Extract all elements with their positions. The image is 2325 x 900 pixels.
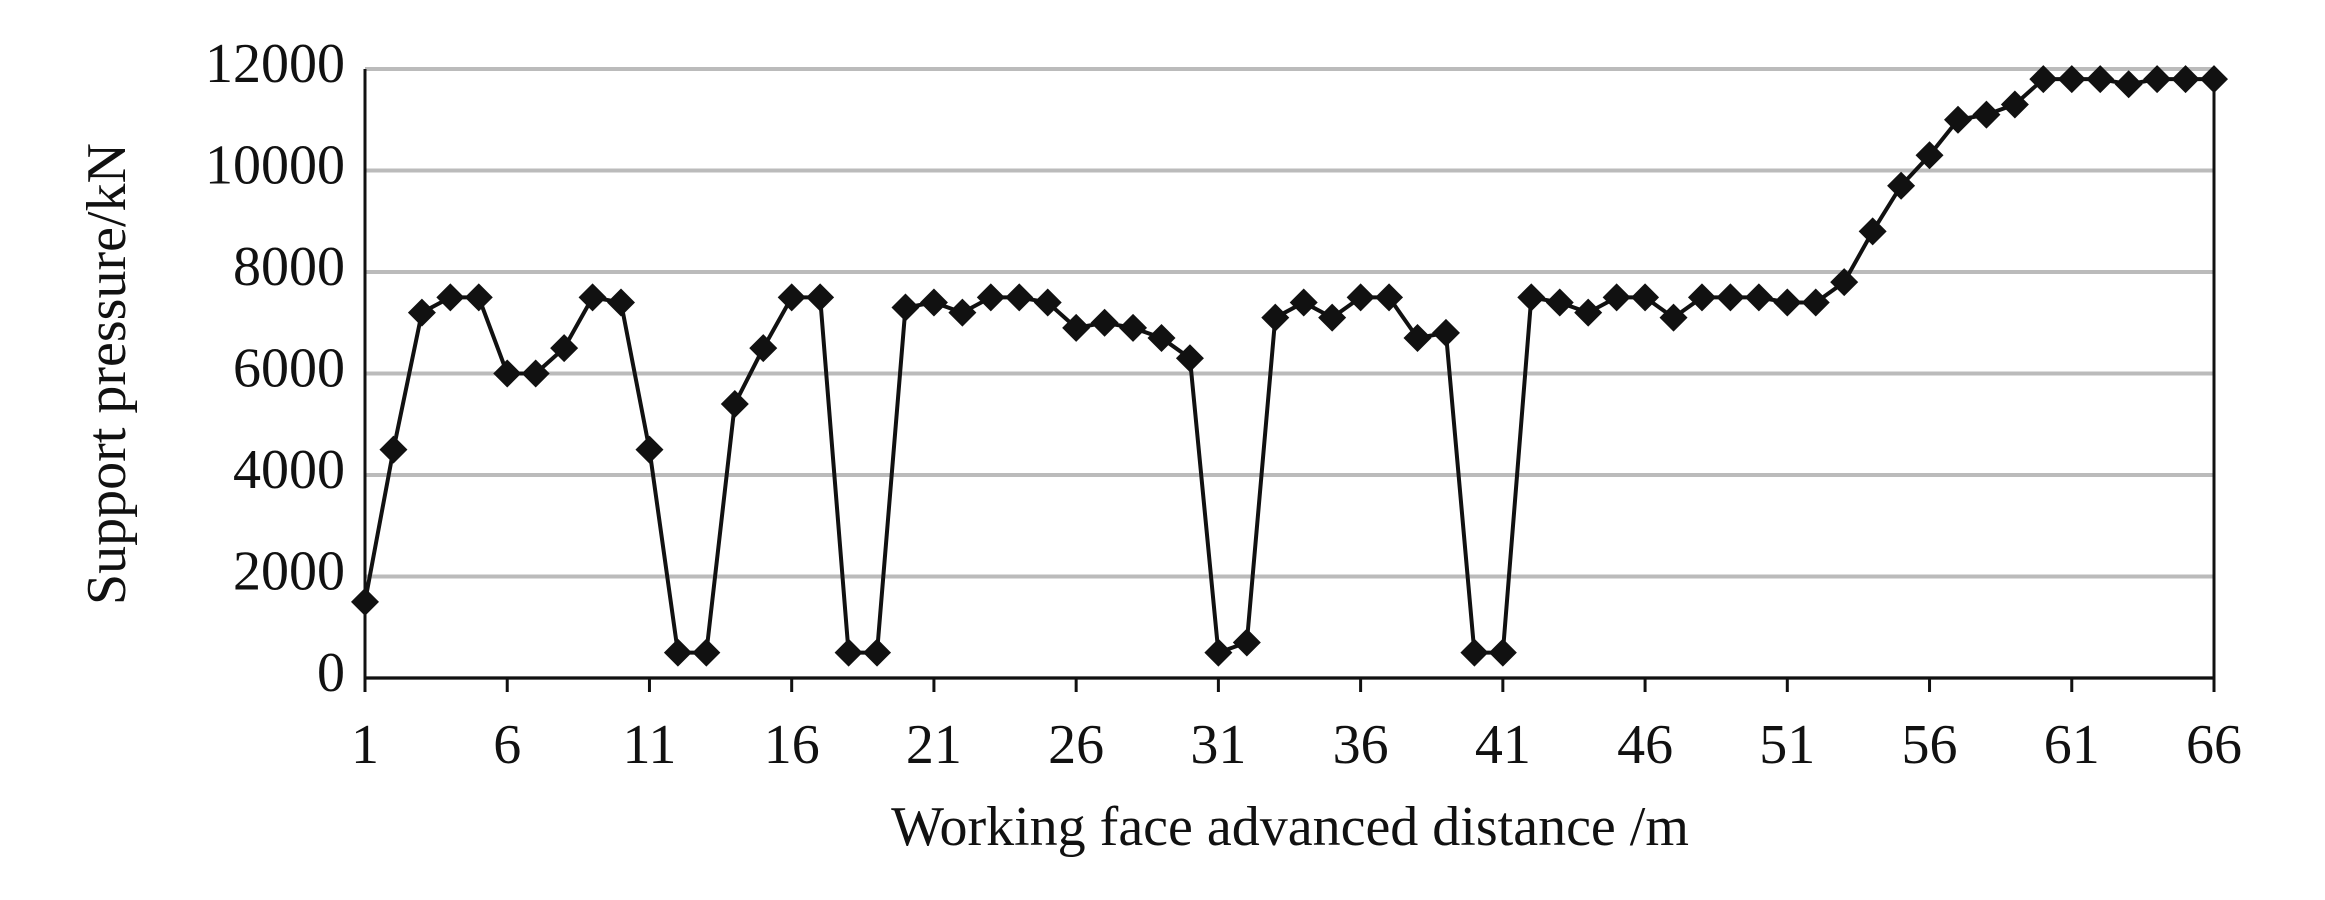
x-tick-label: 41 [1475,714,1531,776]
marker [749,334,778,363]
marker [976,283,1005,312]
marker [1687,283,1716,312]
marker [806,283,835,312]
y-tick-label: 8000 [233,236,345,298]
marker [1403,323,1432,352]
marker [1431,318,1460,347]
marker [1005,283,1034,312]
x-tick-label: 16 [764,714,820,776]
marker [1744,283,1773,312]
marker [1375,283,1404,312]
marker [1204,638,1233,667]
marker [2086,65,2115,94]
marker [1090,308,1119,337]
x-tick-label: 31 [1190,714,1246,776]
marker [635,435,664,464]
marker [1033,288,1062,317]
marker [407,298,436,327]
marker [1346,283,1375,312]
marker [2029,65,2058,94]
marker [891,293,920,322]
marker [1631,283,1660,312]
x-tick-label: 36 [1333,714,1389,776]
marker [2114,70,2143,99]
x-tick-label: 1 [351,714,379,776]
marker [379,435,408,464]
x-tick-label: 46 [1617,714,1673,776]
x-tick-label: 51 [1759,714,1815,776]
marker [1062,313,1091,342]
y-tick-label: 0 [317,642,345,704]
marker [1119,313,1148,342]
marker [1147,323,1176,352]
marker [1261,303,1290,332]
marker [464,283,493,312]
marker [1460,638,1489,667]
series-line [363,77,2214,656]
marker [1858,217,1887,246]
x-tick-label: 6 [493,714,521,776]
marker [1488,638,1517,667]
marker [1830,268,1859,297]
marker [1318,303,1347,332]
marker [1887,171,1916,200]
marker [692,638,721,667]
marker [1972,100,2001,129]
marker [777,283,806,312]
marker [2000,90,2029,119]
x-tick-label: 26 [1048,714,1104,776]
marker [948,298,977,327]
y-tick-label: 10000 [205,134,345,196]
marker [493,359,522,388]
y-tick-label: 6000 [233,337,345,399]
marker [2057,65,2086,94]
marker [1659,303,1688,332]
x-tick-label: 11 [623,714,677,776]
marker [607,288,636,317]
marker [1289,288,1318,317]
x-tick-label: 61 [2044,714,2100,776]
marker [1943,105,1972,134]
marker [1232,628,1261,657]
marker [663,638,692,667]
x-axis-label: Working face advanced distance /m [891,796,1689,858]
y-tick-label: 2000 [233,540,345,602]
marker [720,389,749,418]
marker [2171,65,2200,94]
marker [863,638,892,667]
marker [1175,344,1204,373]
marker [834,638,863,667]
marker [2200,65,2228,94]
marker [1915,141,1944,170]
marker [1801,288,1830,317]
marker [521,359,550,388]
y-axis-label: Support pressure/kN [76,143,138,605]
marker [1517,283,1546,312]
marker [436,283,465,312]
x-tick-label: 66 [2186,714,2242,776]
marker [1602,283,1631,312]
marker [1545,288,1574,317]
x-tick-label: 56 [1902,714,1958,776]
marker [919,288,948,317]
marker [2143,65,2172,94]
marker [351,587,379,616]
marker [1773,288,1802,317]
marker [1574,298,1603,327]
y-tick-label: 12000 [205,33,345,95]
marker [578,283,607,312]
y-tick-label: 4000 [233,439,345,501]
x-tick-label: 21 [906,714,962,776]
marker [1716,283,1745,312]
marker [550,334,579,363]
